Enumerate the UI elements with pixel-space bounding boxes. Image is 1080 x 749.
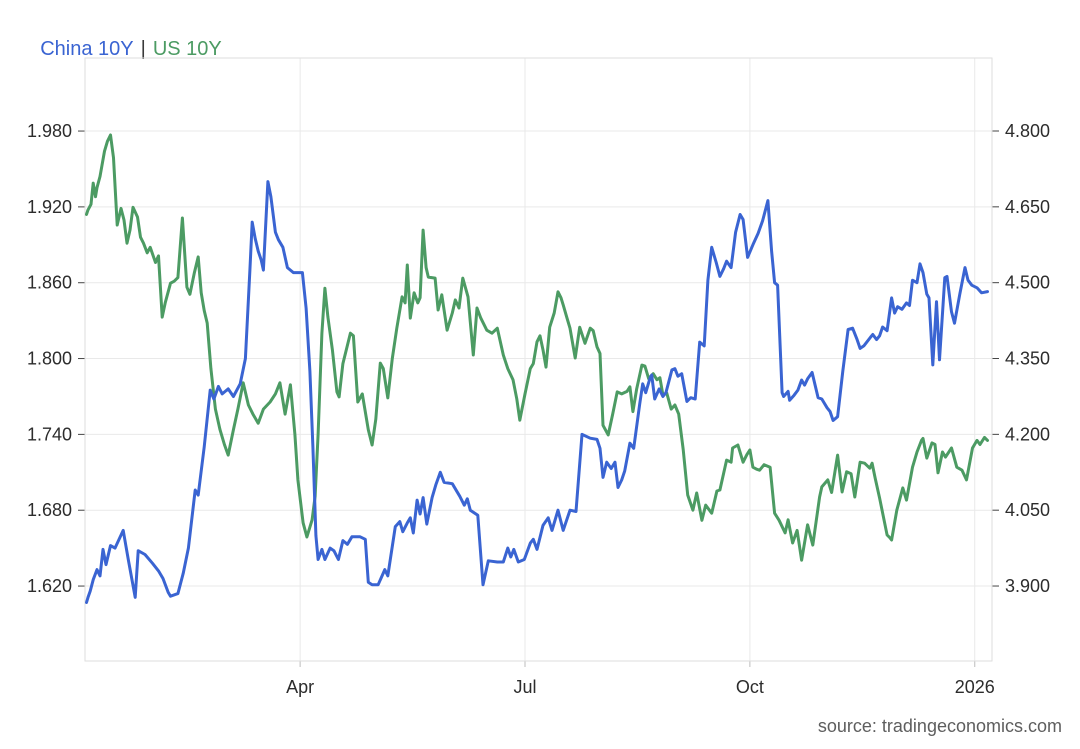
right-axis-label: 4.650	[1005, 197, 1050, 217]
left-axis-label: 1.920	[27, 197, 72, 217]
x-axis-label: Apr	[286, 677, 314, 697]
left-axis-label: 1.800	[27, 349, 72, 369]
right-axis-label: 4.500	[1005, 273, 1050, 293]
series-line-us-10y	[85, 133, 989, 562]
x-axis-label: Oct	[736, 677, 764, 697]
series-line-china-10y	[85, 180, 989, 604]
left-axis-label: 1.620	[27, 576, 72, 596]
left-axis-label: 1.860	[27, 273, 72, 293]
left-axis-label: 1.980	[27, 121, 72, 141]
right-axis-label: 4.350	[1005, 349, 1050, 369]
right-axis-label: 4.800	[1005, 121, 1050, 141]
right-axis-label: 4.050	[1005, 500, 1050, 520]
legend-item-us-10y[interactable]: US 10Y	[152, 38, 222, 60]
legend-separator: |	[140, 38, 146, 60]
chart-legend: China 10Y | US 10Y	[18, 15, 222, 84]
left-axis-label: 1.680	[27, 500, 72, 520]
right-axis-label: 3.900	[1005, 576, 1050, 596]
plot-border	[84, 57, 993, 662]
legend-item-china-10y[interactable]: China 10Y	[40, 38, 134, 60]
x-axis-label: Jul	[513, 677, 536, 697]
right-axis-label: 4.200	[1005, 424, 1050, 444]
source-caption: source: tradingeconomics.com	[817, 716, 1062, 736]
left-axis-label: 1.740	[27, 424, 72, 444]
x-axis-label: 2026	[955, 677, 995, 697]
